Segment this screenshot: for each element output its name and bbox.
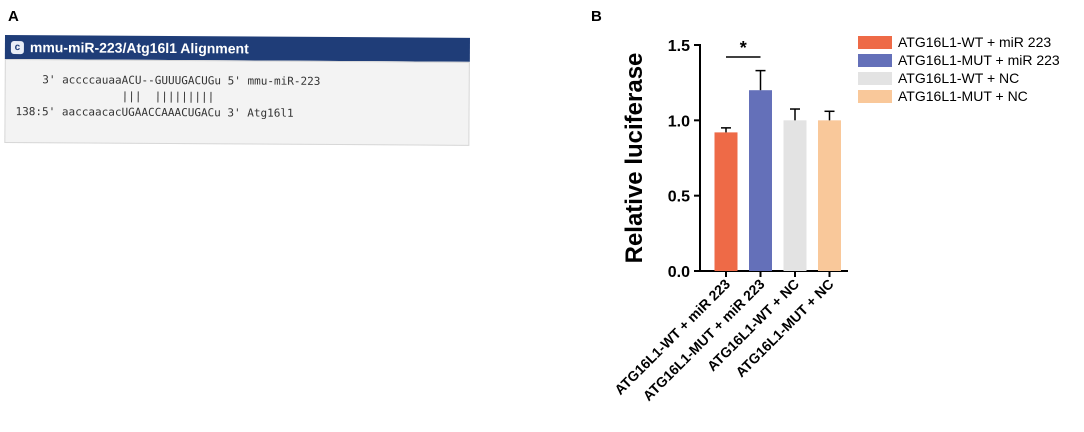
bar (749, 90, 772, 271)
alignment-window: c mmu-miR-223/Atg16l1 Alignment 3' acccc… (4, 35, 470, 148)
legend-label-mut-nc: ATG16L1-MUT + NC (898, 88, 1028, 104)
legend-label-wt-mir: ATG16L1-WT + miR 223 (898, 34, 1052, 50)
legend-item-mut-mir: ATG16L1-MUT + miR 223 (858, 51, 1060, 69)
y-tick-label: 1.5 (668, 38, 690, 55)
alignment-line-target: 138:5' aaccaacacUGAACCAAACUGACu 3' Atg16… (15, 105, 294, 120)
significance-star: * (740, 38, 747, 58)
legend-label-mut-mir: ATG16L1-MUT + miR 223 (898, 52, 1060, 68)
panel-a-label: A (8, 8, 19, 25)
alignment-title-bar: c mmu-miR-223/Atg16l1 Alignment (4, 35, 470, 62)
y-axis-title: Relative luciferase (621, 53, 648, 264)
legend-item-mut-nc: ATG16L1-MUT + NC (858, 87, 1060, 105)
alignment-text: 3' accccauaaACU--GUUUGACUGu 5' mmu-miR-2… (15, 72, 320, 122)
y-tick-label: 0.5 (668, 189, 690, 206)
window-app-icon: c (10, 40, 24, 54)
y-tick-label: 0.0 (668, 264, 690, 281)
chart-legend: ATG16L1-WT + miR 223 ATG16L1-MUT + miR 2… (858, 33, 1060, 105)
alignment-body: 3' accccauaaACU--GUUUGACUGu 5' mmu-miR-2… (4, 58, 470, 146)
panel-b-label: B (591, 8, 602, 25)
legend-label-wt-nc: ATG16L1-WT + NC (898, 70, 1020, 86)
legend-swatch-mut-mir (858, 53, 892, 67)
legend-item-wt-nc: ATG16L1-WT + NC (858, 69, 1060, 87)
bar (783, 120, 807, 271)
y-tick-label: 1.0 (668, 113, 690, 130)
legend-item-wt-mir: ATG16L1-WT + miR 223 (858, 33, 1060, 51)
bar (714, 132, 738, 271)
alignment-line-mirna: 3' accccauaaACU--GUUUGACUGu 5' mmu-miR-2… (15, 73, 321, 88)
legend-swatch-wt-mir (858, 35, 892, 49)
legend-swatch-mut-nc (858, 89, 892, 103)
alignment-title: mmu-miR-223/Atg16l1 Alignment (29, 39, 249, 57)
legend-swatch-wt-nc (858, 71, 892, 85)
bar (818, 120, 841, 271)
alignment-line-pairing: ||| ||||||||| (15, 89, 215, 104)
